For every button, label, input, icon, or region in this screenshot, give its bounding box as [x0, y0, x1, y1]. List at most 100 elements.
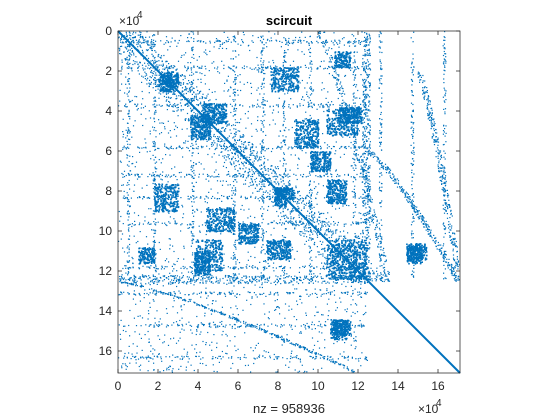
- nonzero-mark: [343, 272, 345, 275]
- nonzero-mark: [288, 194, 290, 196]
- nonzero-mark: [204, 241, 207, 243]
- nonzero-mark: [195, 126, 198, 128]
- nonzero-mark: [163, 193, 165, 196]
- nonzero-mark: [222, 229, 224, 231]
- nonzero-mark: [332, 130, 335, 132]
- nonzero-mark: [317, 134, 319, 137]
- nonzero-mark: [173, 83, 175, 85]
- nonzero-mark: [205, 269, 208, 272]
- nonzero-mark: [331, 131, 333, 134]
- nonzero-mark: [271, 254, 274, 256]
- nonzero-mark: [158, 209, 160, 212]
- nonzero-mark: [350, 133, 352, 135]
- nonzero-mark: [154, 204, 156, 207]
- nonzero-mark: [420, 259, 422, 261]
- nonzero-mark: [172, 209, 175, 211]
- nonzero-mark: [342, 198, 344, 200]
- nonzero-mark: [215, 104, 218, 107]
- nonzero-mark: [154, 200, 156, 202]
- nonzero-mark: [303, 138, 305, 140]
- nonzero-mark: [355, 107, 358, 109]
- nonzero-mark: [163, 88, 165, 91]
- nonzero-mark: [170, 186, 172, 189]
- nonzero-mark: [168, 186, 171, 189]
- nonzero-mark: [176, 73, 178, 76]
- nonzero-mark: [203, 255, 205, 258]
- nonzero-mark: [337, 51, 340, 53]
- nonzero-mark: [168, 79, 171, 82]
- nonzero-mark: [346, 64, 348, 67]
- nonzero-mark: [353, 129, 355, 131]
- nonzero-mark: [312, 146, 314, 149]
- nonzero-mark: [209, 118, 211, 121]
- nonzero-mark: [204, 120, 207, 123]
- nonzero-mark: [360, 111, 362, 114]
- nonzero-mark: [349, 333, 351, 335]
- nonzero-mark: [222, 226, 224, 228]
- nonzero-mark: [272, 77, 275, 80]
- nonzero-mark: [288, 68, 290, 70]
- nonzero-mark: [267, 245, 270, 247]
- nonzero-mark: [276, 204, 279, 207]
- nonzero-mark: [343, 107, 345, 110]
- nonzero-mark: [424, 257, 427, 259]
- nonzero-mark: [206, 250, 208, 253]
- nonzero-mark: [225, 113, 227, 116]
- nonzero-mark: [213, 103, 215, 105]
- nonzero-mark: [417, 249, 419, 252]
- nonzero-mark: [338, 64, 340, 66]
- nonzero-mark: [289, 73, 292, 76]
- nonzero-mark: [231, 225, 234, 227]
- nonzero-mark: [191, 118, 194, 120]
- plot-area[interactable]: [117, 30, 461, 374]
- nonzero-mark: [212, 250, 214, 253]
- nonzero-mark: [159, 188, 162, 191]
- nonzero-mark: [225, 228, 227, 230]
- nonzero-mark: [203, 254, 205, 257]
- nonzero-mark: [311, 120, 314, 122]
- nonzero-mark: [352, 110, 354, 112]
- nonzero-mark: [162, 195, 165, 197]
- nonzero-mark: [345, 330, 347, 332]
- nonzero-mark: [204, 115, 207, 117]
- nonzero-mark: [349, 116, 351, 119]
- nonzero-mark: [213, 115, 216, 118]
- nonzero-mark: [172, 89, 175, 92]
- nonzero-mark: [209, 217, 212, 220]
- nonzero-mark: [283, 187, 285, 190]
- nonzero-mark: [171, 187, 173, 189]
- nonzero-mark: [160, 199, 162, 201]
- nonzero-mark: [212, 269, 214, 271]
- nonzero-mark: [279, 190, 281, 193]
- nonzero-mark: [213, 114, 216, 117]
- nonzero-mark: [308, 138, 310, 141]
- nonzero-mark: [206, 104, 208, 107]
- nonzero-mark: [315, 141, 317, 144]
- nonzero-mark: [337, 125, 340, 127]
- nonzero-mark: [164, 81, 167, 83]
- nonzero-mark: [339, 329, 342, 331]
- nonzero-mark: [313, 144, 316, 146]
- nonzero-mark: [174, 78, 177, 80]
- nonzero-mark: [171, 77, 173, 80]
- nonzero-mark: [201, 240, 204, 242]
- nonzero-mark: [196, 239, 199, 241]
- nonzero-mark: [206, 219, 208, 222]
- nonzero-mark: [171, 74, 173, 76]
- nonzero-mark: [340, 117, 343, 120]
- nonzero-mark: [202, 111, 205, 114]
- nonzero-mark: [316, 126, 319, 129]
- nonzero-mark: [169, 188, 172, 191]
- nonzero-mark: [342, 109, 344, 112]
- nonzero-mark: [344, 56, 347, 58]
- nonzero-mark: [292, 86, 294, 88]
- nonzero-mark: [290, 80, 293, 82]
- nonzero-mark: [296, 78, 299, 81]
- nonzero-mark: [276, 244, 278, 247]
- nonzero-mark: [143, 257, 145, 260]
- nonzero-mark: [296, 74, 298, 76]
- nonzero-mark: [207, 129, 210, 132]
- nonzero-mark: [421, 250, 423, 252]
- nonzero-mark: [220, 241, 222, 244]
- nonzero-mark: [289, 249, 291, 252]
